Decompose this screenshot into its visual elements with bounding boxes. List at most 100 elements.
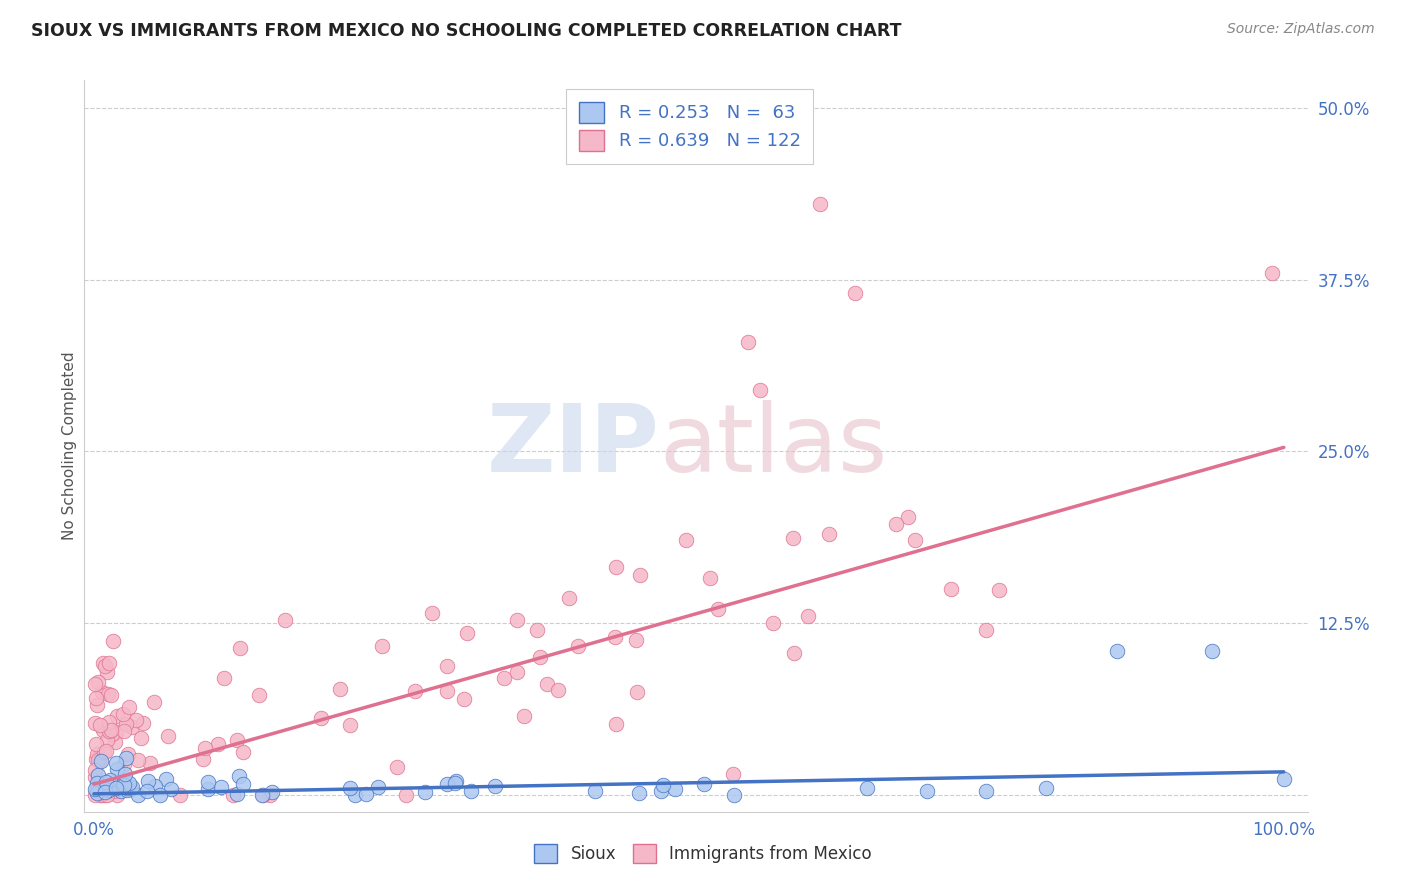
Point — [87, 675, 110, 690]
Point — [157, 729, 180, 743]
Point — [436, 777, 458, 791]
Point — [225, 787, 247, 801]
Point — [453, 691, 475, 706]
Point — [707, 601, 730, 615]
Point — [699, 571, 721, 585]
Point — [97, 783, 120, 797]
Point — [90, 754, 112, 768]
Point — [84, 677, 107, 691]
Point — [86, 698, 108, 713]
Point — [155, 772, 177, 786]
Point — [783, 646, 806, 660]
Text: atlas: atlas — [659, 400, 887, 492]
Point — [329, 681, 352, 696]
Point — [1272, 772, 1295, 786]
Point — [98, 656, 121, 670]
Point — [749, 383, 772, 397]
Point — [1035, 781, 1057, 796]
Point — [94, 782, 117, 797]
Point — [121, 780, 143, 794]
Point — [101, 727, 124, 741]
Point — [456, 625, 478, 640]
Point — [120, 781, 142, 796]
Point — [132, 715, 155, 730]
Point — [354, 787, 377, 801]
Point — [650, 784, 672, 798]
Point — [104, 781, 127, 796]
Point — [118, 699, 141, 714]
Point — [93, 656, 115, 670]
Point — [626, 684, 648, 698]
Point — [1261, 266, 1284, 280]
Point — [651, 778, 673, 792]
Point — [209, 780, 232, 794]
Point — [169, 789, 191, 803]
Point — [104, 735, 127, 749]
Point — [420, 607, 443, 621]
Point — [89, 755, 111, 769]
Point — [139, 756, 162, 771]
Point — [136, 774, 159, 789]
Point — [339, 780, 361, 795]
Point — [86, 786, 108, 800]
Point — [309, 711, 332, 725]
Point — [693, 777, 716, 791]
Point — [142, 695, 165, 709]
Point — [149, 788, 172, 802]
Point — [915, 784, 938, 798]
Point — [121, 720, 143, 734]
Point — [90, 789, 112, 803]
Point — [250, 788, 273, 802]
Point — [84, 770, 107, 784]
Point — [91, 723, 114, 738]
Point — [974, 624, 997, 638]
Point — [194, 741, 217, 756]
Point — [112, 757, 135, 772]
Point — [259, 789, 281, 803]
Point — [94, 785, 117, 799]
Point — [87, 753, 110, 767]
Point — [86, 768, 108, 782]
Point — [115, 781, 138, 796]
Point — [127, 753, 149, 767]
Point — [96, 789, 118, 803]
Point — [339, 718, 361, 732]
Point — [404, 684, 426, 698]
Point — [197, 775, 219, 789]
Point — [117, 747, 139, 761]
Point — [105, 762, 128, 776]
Point — [115, 783, 138, 797]
Point — [86, 747, 108, 761]
Point — [111, 706, 134, 721]
Point — [103, 784, 125, 798]
Text: ZIP: ZIP — [486, 400, 659, 492]
Point — [547, 683, 569, 698]
Point — [197, 782, 219, 797]
Point — [222, 789, 245, 803]
Point — [624, 633, 647, 648]
Point — [844, 286, 866, 301]
Point — [84, 763, 107, 777]
Point — [89, 717, 111, 731]
Text: Source: ZipAtlas.com: Source: ZipAtlas.com — [1227, 22, 1375, 37]
Point — [143, 779, 166, 793]
Point — [93, 745, 115, 759]
Point — [737, 334, 759, 349]
Point — [583, 784, 606, 798]
Point — [191, 752, 214, 766]
Point — [939, 582, 962, 596]
Point — [367, 780, 389, 794]
Point — [605, 560, 627, 574]
Point — [112, 778, 135, 792]
Point — [856, 781, 879, 796]
Point — [247, 689, 270, 703]
Point — [675, 533, 697, 547]
Point — [762, 616, 785, 631]
Point — [105, 789, 128, 803]
Point — [446, 773, 468, 788]
Point — [100, 723, 122, 738]
Point — [252, 789, 274, 803]
Point — [723, 788, 745, 802]
Point — [118, 775, 141, 789]
Point — [262, 785, 284, 799]
